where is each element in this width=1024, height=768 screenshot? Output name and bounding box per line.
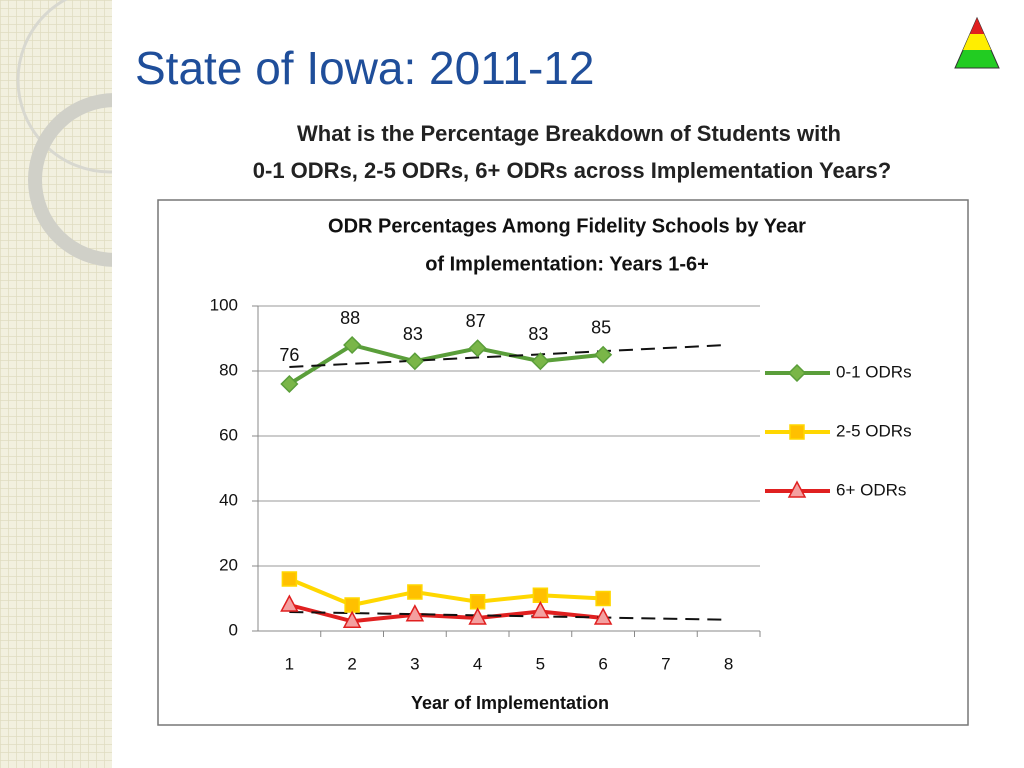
trendline <box>289 343 729 368</box>
y-tick-label: 80 <box>219 360 238 379</box>
marker <box>593 607 613 625</box>
x-axis-title: Year of Implementation <box>411 693 609 713</box>
marker <box>787 480 807 498</box>
marker <box>405 604 425 622</box>
marker <box>405 352 424 371</box>
marker <box>787 363 807 383</box>
slide-title: State of Iowa: 2011-12 <box>135 42 594 94</box>
marker <box>469 594 486 610</box>
x-tick-label: 1 <box>285 654 294 673</box>
y-tick-label: 40 <box>219 490 238 509</box>
x-tick-label: 5 <box>536 654 545 673</box>
legend-label: 2-5 ODRs <box>836 421 912 440</box>
chart-title: of Implementation: Years 1-6+ <box>425 253 709 275</box>
legend-label: 0-1 ODRs <box>836 362 912 381</box>
triangle-icon-top <box>970 18 984 34</box>
y-tick-label: 0 <box>229 620 238 639</box>
question: 0-1 ODRs, 2-5 ODRs, 6+ ODRs across Imple… <box>253 158 891 183</box>
x-tick-label: 4 <box>473 654 482 673</box>
legend-label: 6+ ODRs <box>836 480 906 499</box>
x-tick-label: 7 <box>661 654 670 673</box>
data-label: 83 <box>528 324 548 344</box>
data-label: 87 <box>466 311 486 331</box>
marker <box>407 584 423 600</box>
marker <box>595 590 611 607</box>
marker <box>343 335 362 355</box>
marker <box>468 607 487 625</box>
side-strip <box>0 0 112 768</box>
chart-frame <box>157 199 969 726</box>
x-tick-label: 2 <box>347 654 356 673</box>
marker <box>281 571 298 587</box>
triangle-icon-mid <box>963 34 991 50</box>
y-tick-label: 20 <box>219 555 238 574</box>
y-tick-label: 100 <box>210 295 238 314</box>
trendline <box>289 610 729 621</box>
series-line <box>288 577 604 608</box>
data-label: 88 <box>340 308 360 328</box>
marker <box>531 600 550 619</box>
marker <box>789 424 805 440</box>
marker <box>594 345 613 364</box>
marker <box>532 587 549 603</box>
marker <box>280 594 299 612</box>
marker <box>468 339 487 358</box>
data-label: 83 <box>403 324 423 344</box>
marker <box>280 374 299 394</box>
series-line <box>288 603 604 624</box>
x-tick-label: 6 <box>598 654 607 673</box>
data-label: 85 <box>591 318 611 338</box>
marker <box>342 610 362 628</box>
chart-title: ODR Percentages Among Fidelity Schools b… <box>328 215 806 237</box>
y-tick-label: 60 <box>219 425 238 444</box>
data-label: 76 <box>279 345 299 365</box>
series-line <box>288 342 604 386</box>
marker <box>531 352 550 371</box>
question: What is the Percentage Breakdown of Stud… <box>297 121 841 146</box>
x-tick-label: 3 <box>410 654 419 673</box>
x-tick-label: 8 <box>724 654 733 673</box>
marker <box>344 597 360 613</box>
